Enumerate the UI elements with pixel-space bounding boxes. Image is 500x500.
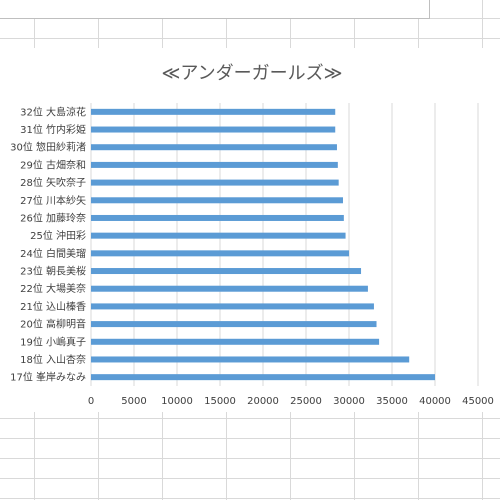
bar[interactable]	[91, 232, 346, 239]
bar[interactable]	[91, 144, 337, 151]
bar[interactable]	[91, 374, 435, 381]
category-label: 28位 矢吹奈子	[20, 176, 86, 189]
category-label: 32位 大島涼花	[20, 105, 86, 118]
chart-area[interactable]: ≪アンダーガールズ≫ 17位 峯岸みなみ 18位 入山杏奈 19位 小嶋真子 20位 …	[0, 48, 500, 412]
cell-selection-box	[0, 0, 430, 19]
bar[interactable]	[91, 285, 368, 292]
bar[interactable]	[91, 321, 377, 328]
x-tick-label: 0	[88, 396, 94, 407]
x-tick-label: 30000	[333, 396, 365, 407]
bar[interactable]	[91, 126, 336, 133]
category-label: 23位 朝長美桜	[20, 265, 86, 278]
bar[interactable]	[91, 268, 362, 275]
bars	[91, 108, 435, 381]
category-label: 30位 惣田紗莉渚	[10, 141, 86, 154]
category-label: 17位 峯岸みなみ	[10, 371, 86, 384]
x-tick-label: 20000	[247, 396, 279, 407]
x-tick-label: 10000	[161, 396, 193, 407]
category-label: 24位 白間美瑠	[20, 247, 86, 260]
category-label: 19位 小嶋真子	[20, 335, 86, 348]
x-tick-label: 15000	[204, 396, 236, 407]
category-label: 26位 加藤玲奈	[20, 211, 86, 224]
bar[interactable]	[91, 303, 374, 310]
category-label: 22位 大場美奈	[20, 282, 86, 295]
category-label: 18位 入山杏奈	[20, 353, 86, 366]
x-tick-labels: 0 5000 10000 15000 20000 25000 30000 35000 40000…	[88, 396, 494, 407]
category-label: 27位 川本紗矢	[20, 194, 86, 207]
x-tick-label: 25000	[290, 396, 322, 407]
x-tick-label: 5000	[121, 396, 146, 407]
x-tick-label: 40000	[419, 396, 451, 407]
category-label: 31位 竹内彩姫	[20, 123, 86, 136]
x-tick-label: 35000	[376, 396, 408, 407]
category-label: 21位 込山榛香	[20, 300, 86, 313]
category-label: 25位 沖田彩	[30, 229, 86, 242]
bar[interactable]	[91, 338, 380, 345]
bar[interactable]	[91, 179, 339, 186]
bar-chart: ≪アンダーガールズ≫ 17位 峯岸みなみ 18位 入山杏奈 19位 小嶋真子 20位 …	[10, 63, 494, 407]
chart-title: ≪アンダーガールズ≫	[162, 63, 343, 84]
bar[interactable]	[91, 161, 338, 168]
bar[interactable]	[91, 356, 410, 363]
bar[interactable]	[91, 250, 349, 257]
bar[interactable]	[91, 214, 344, 221]
bar[interactable]	[91, 108, 336, 115]
bar[interactable]	[91, 197, 343, 204]
category-label: 29位 古畑奈和	[20, 158, 86, 171]
category-labels: 17位 峯岸みなみ 18位 入山杏奈 19位 小嶋真子 20位 高柳明音 21位 込山榛…	[10, 105, 86, 383]
x-tick-label: 45000	[462, 396, 494, 407]
category-label: 20位 高柳明音	[20, 318, 86, 331]
